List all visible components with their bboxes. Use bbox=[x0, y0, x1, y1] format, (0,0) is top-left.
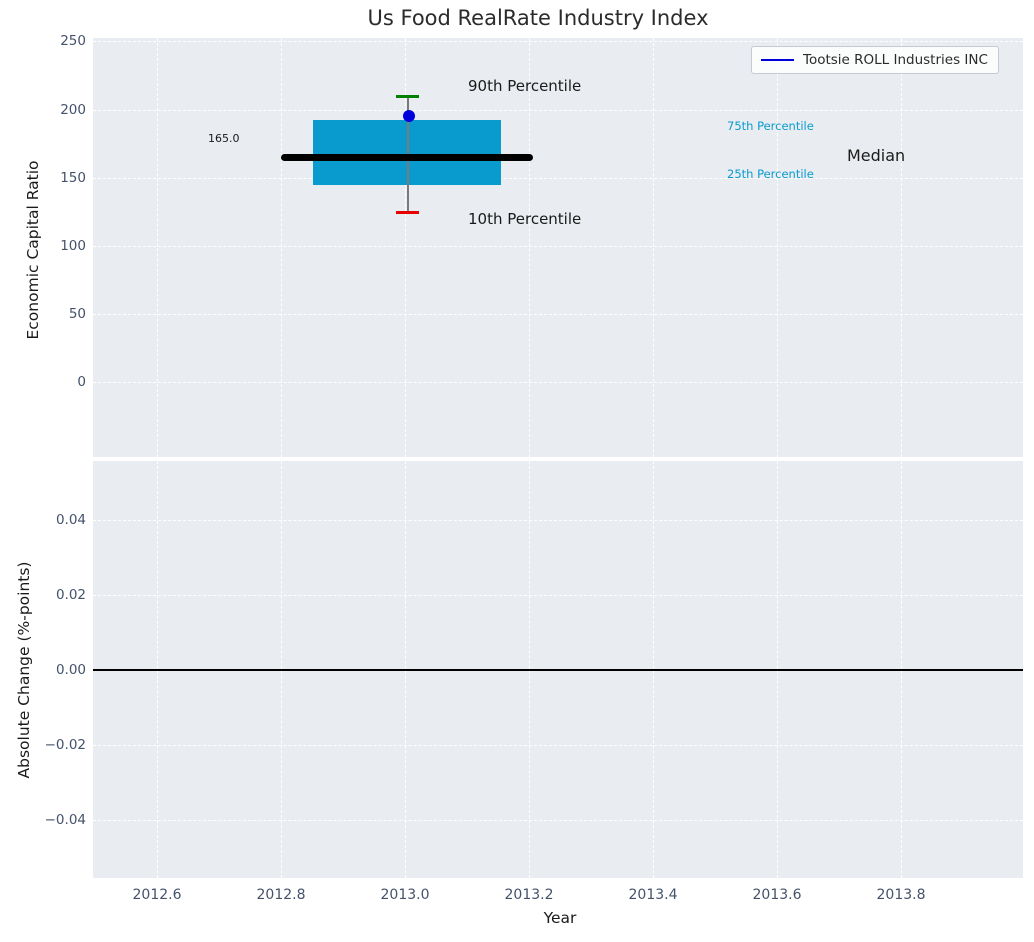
gridline-horizontal bbox=[93, 745, 1023, 746]
gridline-horizontal bbox=[93, 41, 1023, 42]
xtick-label: 2012.6 bbox=[132, 887, 182, 903]
gridline-horizontal bbox=[93, 595, 1023, 596]
top-ytick-label: 150 bbox=[60, 169, 86, 186]
gridline-vertical bbox=[653, 38, 654, 457]
xtick-label: 2013.6 bbox=[752, 887, 802, 903]
gridline-horizontal bbox=[93, 314, 1023, 315]
xtick-label: 2013.2 bbox=[504, 887, 554, 903]
gridline-vertical bbox=[777, 38, 778, 457]
gridline-vertical bbox=[901, 38, 902, 457]
top-ytick-label: 0 bbox=[77, 374, 86, 390]
gridline-horizontal bbox=[93, 382, 1023, 383]
gridline-vertical bbox=[157, 38, 158, 457]
xtick-label: 2013.4 bbox=[628, 887, 678, 903]
annotation-90th-percentile: 90th Percentile bbox=[468, 77, 582, 95]
x-axis-label: Year bbox=[543, 909, 577, 927]
gridline-horizontal bbox=[93, 109, 1023, 111]
zero-line bbox=[93, 669, 1023, 671]
gridline-vertical bbox=[281, 38, 282, 457]
gridline-vertical bbox=[529, 38, 530, 457]
bottom-ytick-label: −0.04 bbox=[44, 812, 86, 828]
annotation-75th-percentile: 75th Percentile bbox=[727, 119, 814, 133]
bottom-ytick-label: 0.00 bbox=[55, 662, 86, 678]
bottom-ytick-label: 0.02 bbox=[55, 587, 86, 603]
top-ytick-label: 250 bbox=[60, 33, 86, 49]
percentile-90-cap bbox=[396, 94, 419, 98]
gridline-horizontal bbox=[93, 820, 1023, 821]
legend-label: Tootsie ROLL Industries INC bbox=[803, 52, 988, 68]
gridline-horizontal bbox=[93, 520, 1023, 521]
bottom-ytick-label: −0.02 bbox=[44, 737, 86, 753]
top-ytick-label: 50 bbox=[68, 306, 86, 322]
annotation-median: Median bbox=[847, 146, 906, 165]
xtick-label: 2013.8 bbox=[876, 887, 926, 903]
chart-title: Us Food RealRate Industry Index bbox=[367, 6, 709, 30]
company-data-point bbox=[403, 110, 415, 122]
top-plot-area bbox=[93, 38, 1023, 457]
median-line bbox=[281, 154, 533, 161]
legend: Tootsie ROLL Industries INC bbox=[751, 46, 999, 74]
top-ytick-label: 200 bbox=[60, 101, 86, 118]
gridline-vertical bbox=[405, 38, 406, 457]
gridline-horizontal bbox=[93, 246, 1023, 247]
annotation-25th-percentile: 25th Percentile bbox=[727, 167, 814, 181]
xtick-label: 2012.8 bbox=[256, 887, 306, 903]
percentile-10-cap bbox=[396, 210, 419, 214]
gridline-horizontal bbox=[93, 177, 1023, 179]
top-ytick-label: 100 bbox=[60, 238, 86, 254]
annotation-10th-percentile: 10th Percentile bbox=[468, 210, 582, 228]
annotation-median-value: 165.0 bbox=[208, 132, 240, 145]
bottom-ytick-label: 0.04 bbox=[55, 512, 86, 528]
xtick-label: 2013.0 bbox=[380, 887, 430, 903]
legend-line-icon bbox=[761, 58, 794, 62]
